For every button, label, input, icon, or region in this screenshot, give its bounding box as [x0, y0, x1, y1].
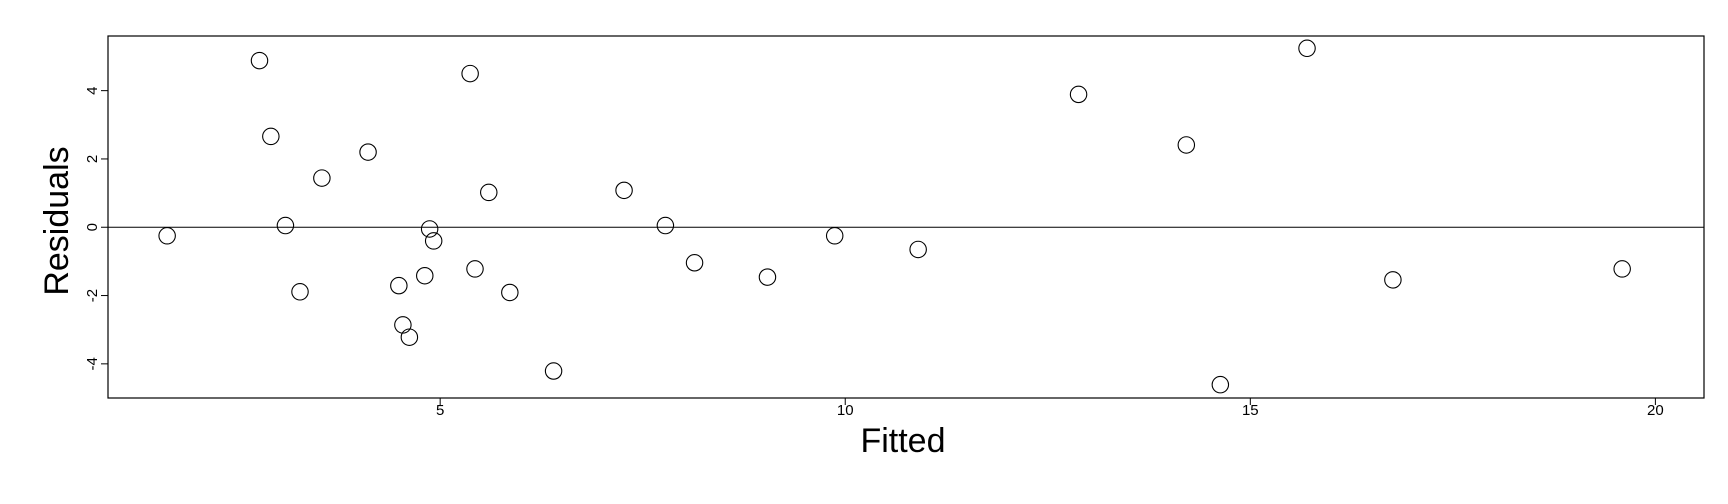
data-point: [758, 268, 777, 286]
data-point: [480, 183, 498, 202]
x-tick-label: 20: [1647, 402, 1664, 419]
data-point: [825, 227, 844, 245]
y-tick-label: -4: [84, 357, 101, 370]
data-points: [158, 39, 1631, 394]
data-point: [615, 181, 633, 200]
data-point: [1298, 39, 1316, 58]
y-tick-label: 2: [84, 155, 101, 163]
data-point: [394, 316, 412, 334]
x-tick-label: 15: [1242, 402, 1259, 419]
data-point: [685, 254, 704, 272]
data-point: [400, 328, 419, 346]
data-point: [276, 216, 295, 235]
data-point: [461, 64, 479, 83]
data-point: [1384, 271, 1402, 289]
data-point: [424, 232, 443, 250]
data-point: [501, 283, 519, 302]
plot-frame: [107, 35, 1705, 399]
data-point: [420, 220, 439, 238]
x-axis: 5 10 15 20: [436, 398, 1664, 419]
x-tick-label: 5: [436, 402, 444, 419]
data-point: [909, 240, 927, 259]
x-axis-title: Fitted: [860, 422, 945, 460]
data-point: [262, 127, 280, 146]
y-tick-label: 4: [84, 86, 101, 94]
data-point: [1069, 85, 1088, 104]
y-axis-title: Residuals: [38, 146, 76, 295]
data-point: [1613, 260, 1631, 278]
data-point: [416, 266, 434, 285]
data-point: [656, 216, 675, 235]
data-point: [291, 283, 309, 301]
data-point: [390, 276, 408, 295]
data-point: [359, 143, 377, 161]
data-point: [1177, 136, 1196, 154]
y-axis: -4 -2 0 2 4: [84, 86, 108, 371]
y-tick-label: 0: [84, 223, 101, 231]
data-point: [313, 169, 331, 187]
data-point: [250, 51, 269, 70]
data-point: [466, 260, 484, 278]
y-tick-label: -2: [84, 289, 101, 302]
data-point: [1211, 375, 1230, 394]
x-tick-label: 10: [837, 402, 854, 419]
data-point: [544, 362, 563, 380]
data-point: [158, 227, 176, 245]
